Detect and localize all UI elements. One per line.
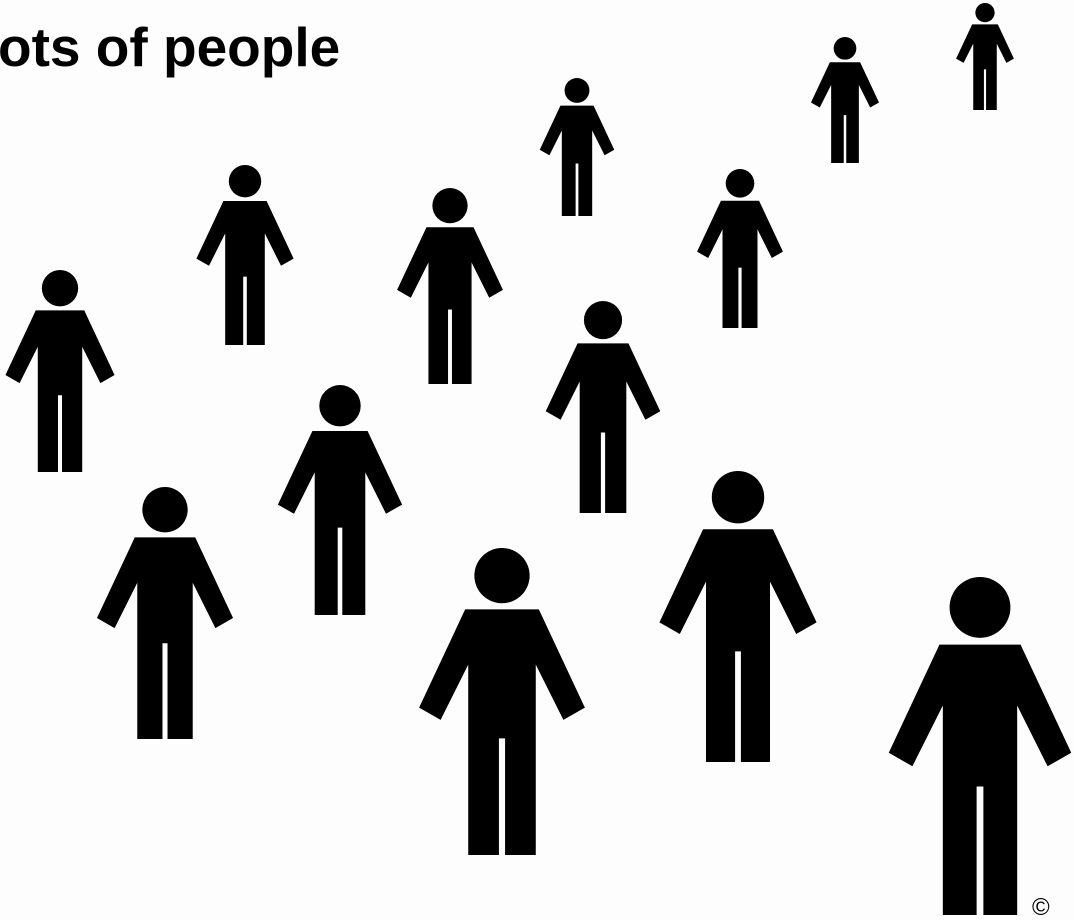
copyright: ©: [1032, 894, 1050, 920]
slide-title: ots of people: [0, 16, 340, 78]
